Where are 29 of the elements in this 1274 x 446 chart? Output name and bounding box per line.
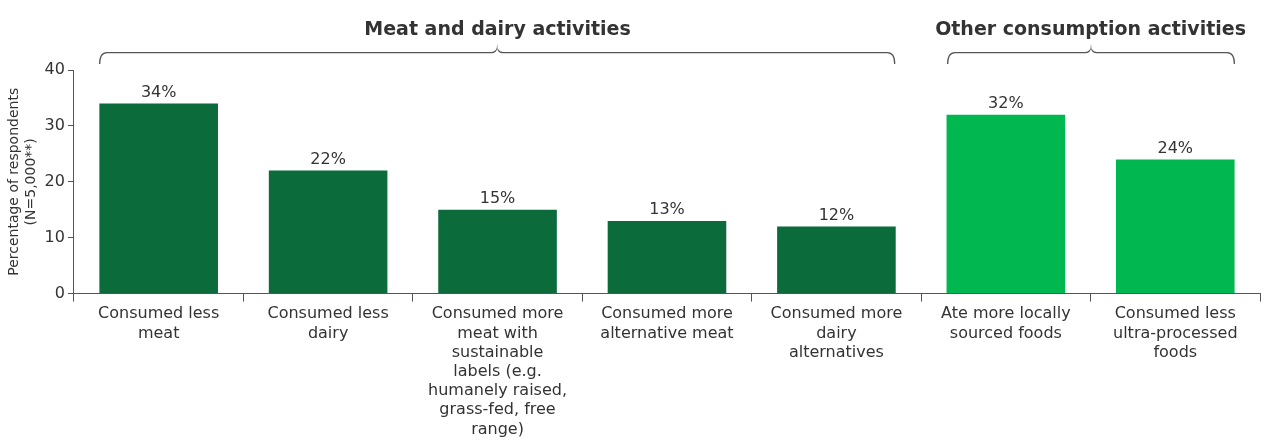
data-label: 24% [1157,137,1194,157]
x-tick-label: Consumed more meat with sustainable labels (e.g. humanely raised, grass-fed, free range) [428,303,567,438]
data-label: 22% [310,148,346,168]
bar [607,220,727,294]
bar [268,170,388,294]
y-axis-title: Percentage of respondents (N=5,000**) [5,87,38,276]
data-label: 34% [140,81,177,101]
bar [438,209,557,294]
y-tick-label: 40 [44,59,65,79]
y-tick-label: 10 [44,226,65,246]
data-label: 15% [479,187,516,207]
y-tick-label: 0 [54,282,65,302]
x-tick-label: Ate more locally sourced foods [941,303,1071,342]
text: Other consumption activities [935,17,1246,40]
y-tick-label: 30 [44,115,65,135]
x-tick-label: Consumed less ultra-processed foods [1113,303,1238,361]
x-tick-label: Consumed more alternative meat [600,303,734,342]
y-tick-label: 20 [44,170,65,190]
data-label: 12% [818,204,855,224]
data-label: 32% [988,92,1024,112]
x-tick-label: Consumed less dairy [267,303,389,342]
bar [1115,159,1235,294]
x-tick-label: Consumed more dairy alternatives [770,303,903,361]
bar [777,226,896,294]
bar [99,103,218,294]
text: Meat and dairy activities [364,17,631,40]
x-tick-label: Consumed less meat [98,303,220,342]
bar [946,114,1066,294]
data-label: 13% [649,199,685,219]
